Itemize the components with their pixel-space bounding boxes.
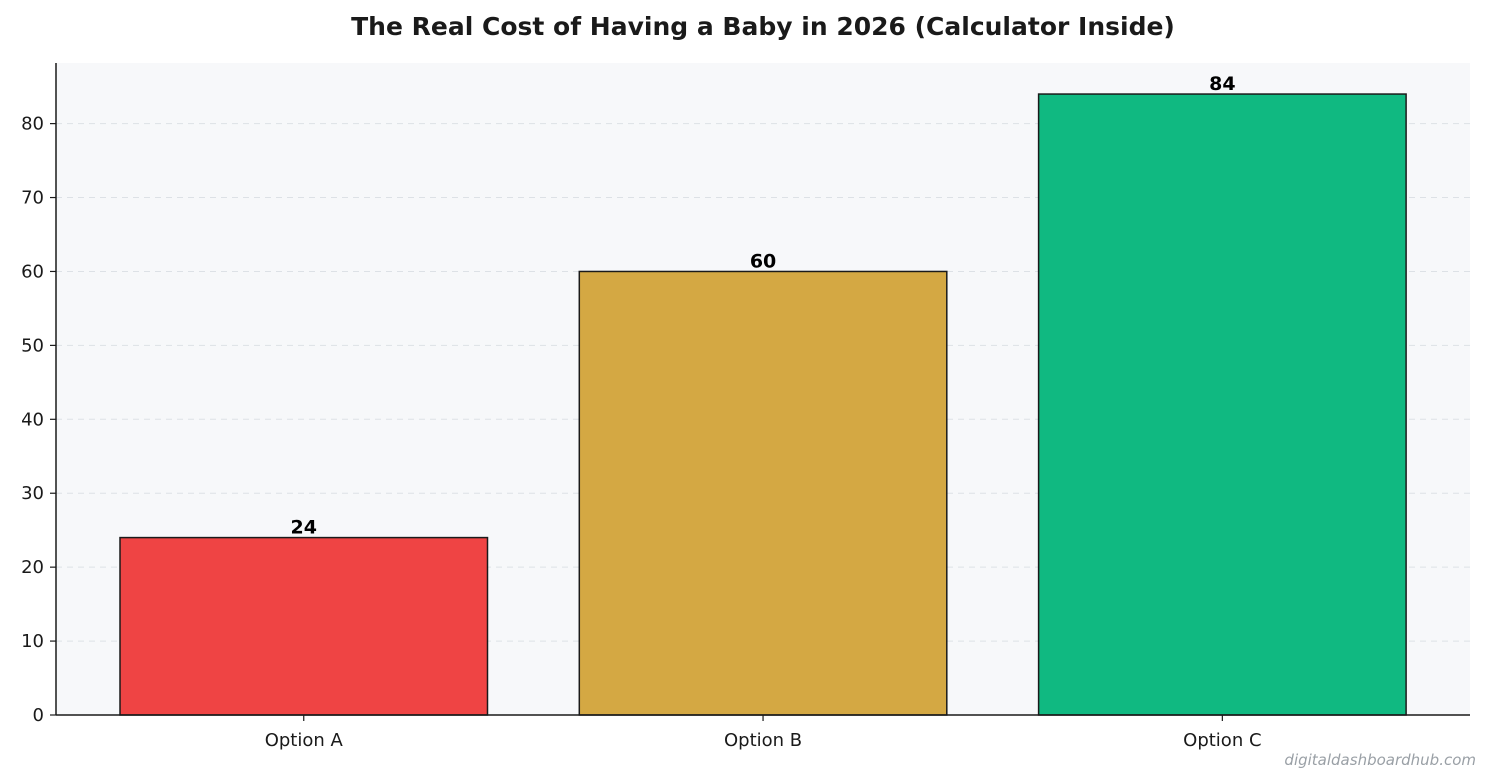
x-tick-label: Option C <box>1183 730 1261 751</box>
y-tick-label: 0 <box>33 705 44 726</box>
y-tick-label: 10 <box>21 631 44 652</box>
data-label: 84 <box>1209 73 1235 95</box>
chart-title: The Real Cost of Having a Baby in 2026 (… <box>351 12 1175 41</box>
watermark: digitaldashboardhub.com <box>1284 751 1476 769</box>
y-tick-label: 60 <box>21 261 44 282</box>
y-tick-label: 50 <box>21 335 44 356</box>
y-tick-label: 30 <box>21 483 44 504</box>
y-tick-label: 20 <box>21 557 44 578</box>
bar-option-c <box>1037 93 1407 716</box>
x-tick-label: Option A <box>265 730 344 751</box>
y-axis-ticks: 0 10 20 30 40 50 60 70 80 <box>21 114 56 726</box>
bar-series <box>119 93 1407 716</box>
data-label: 60 <box>750 250 776 272</box>
x-axis-ticks: Option A Option B Option C <box>265 715 1262 751</box>
data-labels: 24 60 84 <box>291 73 1236 539</box>
data-label: 24 <box>291 517 317 539</box>
y-tick-label: 70 <box>21 188 44 209</box>
y-tick-label: 40 <box>21 409 44 430</box>
x-tick-label: Option B <box>724 730 802 751</box>
bar-option-a <box>119 536 489 716</box>
bar-option-b <box>578 270 948 716</box>
y-tick-label: 80 <box>21 114 44 135</box>
